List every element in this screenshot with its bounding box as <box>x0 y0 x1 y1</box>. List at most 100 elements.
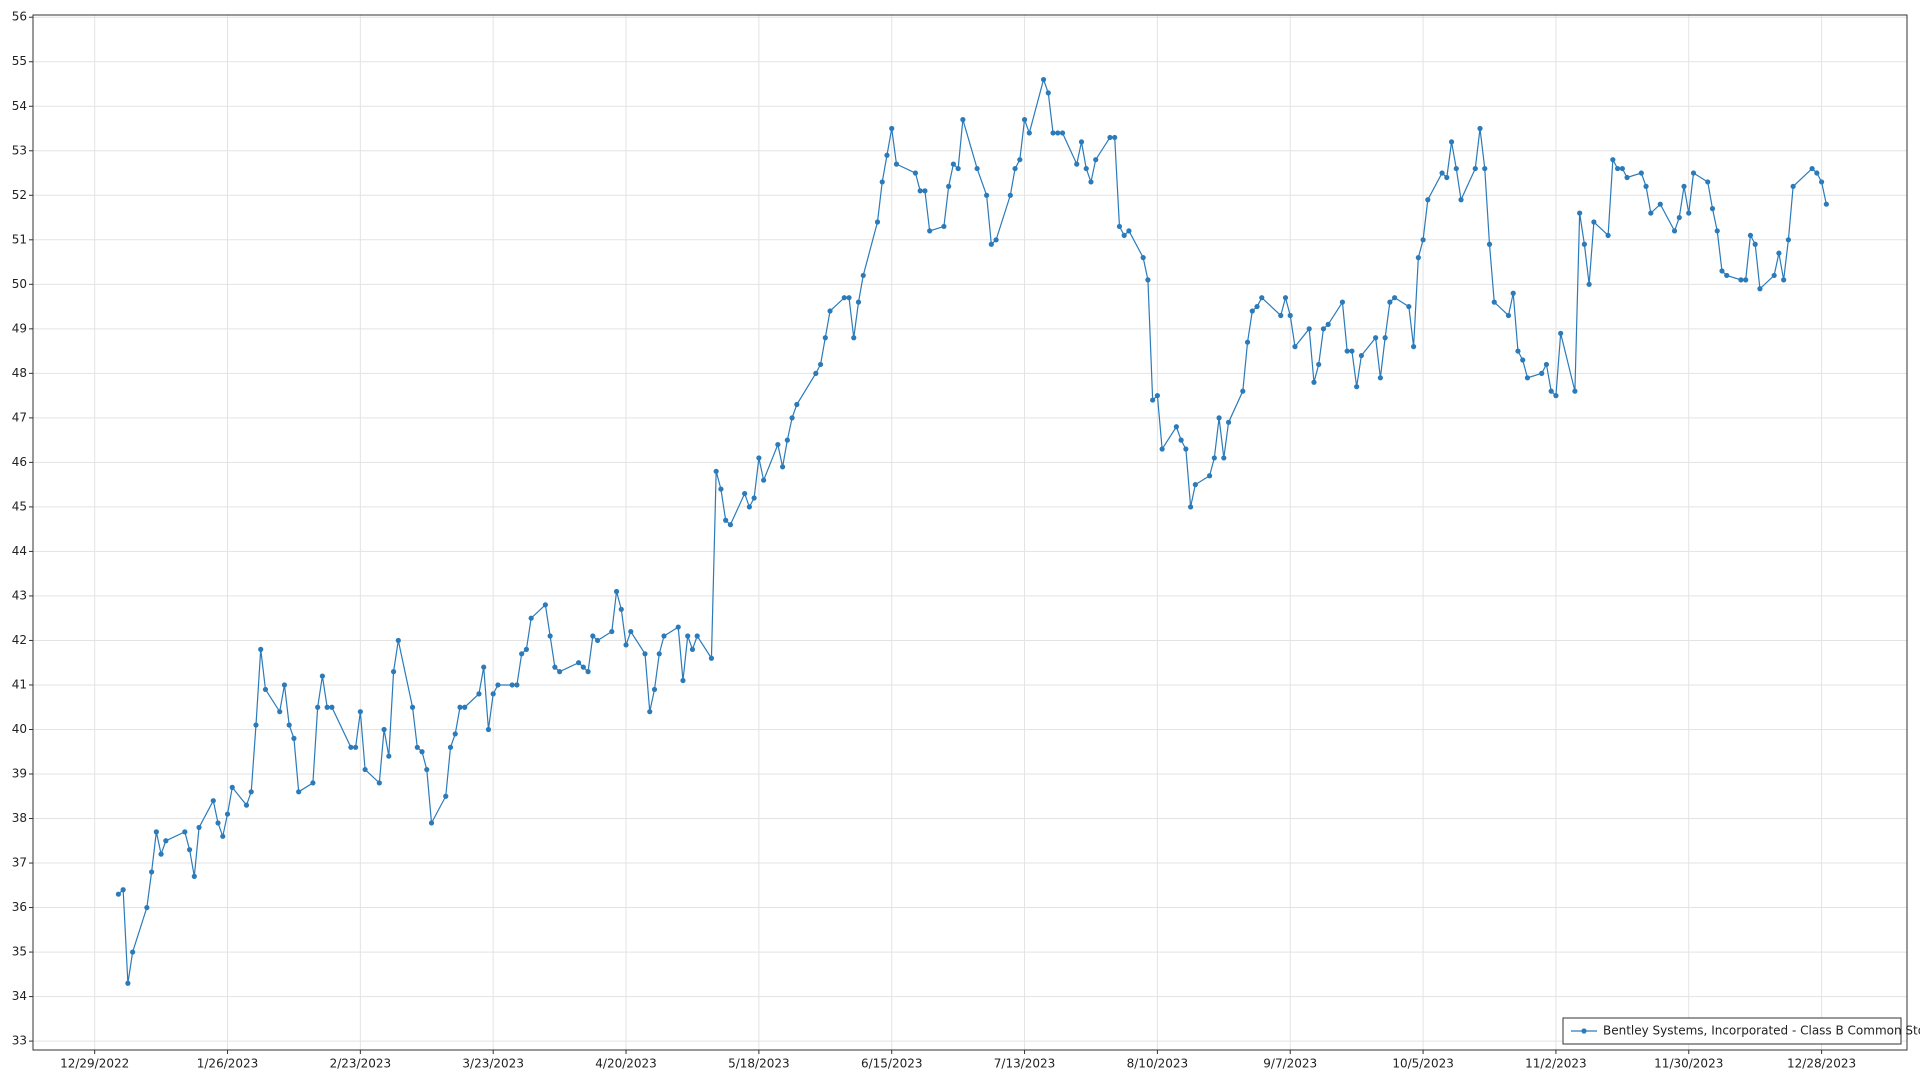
data-point <box>1743 277 1749 283</box>
data-point <box>1278 312 1284 319</box>
data-point <box>1676 214 1682 221</box>
data-point <box>884 152 890 158</box>
data-point <box>390 669 397 675</box>
data-point <box>675 624 681 630</box>
data-point <box>718 486 724 492</box>
data-point <box>1823 201 1829 207</box>
data-point <box>580 664 586 670</box>
data-point <box>485 726 492 733</box>
y-tick-label: 48 <box>12 366 27 380</box>
data-point <box>414 744 420 750</box>
data-point <box>144 904 150 911</box>
data-point <box>381 726 387 733</box>
data-point <box>917 188 923 194</box>
data-point <box>1306 326 1312 332</box>
data-point <box>115 891 121 897</box>
data-point <box>609 628 615 635</box>
data-point <box>286 722 292 728</box>
data-point <box>462 704 468 710</box>
data-point <box>642 651 648 657</box>
data-point <box>419 749 425 755</box>
data-point <box>817 361 824 368</box>
data-point <box>623 642 629 648</box>
x-tick-label: 3/23/2023 <box>462 1057 524 1071</box>
data-point <box>1686 210 1692 216</box>
data-point <box>1453 165 1459 172</box>
data-point <box>457 704 463 710</box>
data-point <box>215 820 221 826</box>
data-point <box>409 704 416 710</box>
y-tick-label: 45 <box>12 499 27 513</box>
data-point <box>1814 170 1820 176</box>
data-point <box>813 370 819 376</box>
y-tick-label: 34 <box>12 989 27 1003</box>
data-point <box>1648 210 1654 216</box>
data-point <box>514 682 520 688</box>
legend-box <box>1562 1017 1902 1045</box>
data-point <box>1548 388 1554 394</box>
data-point <box>1681 183 1687 189</box>
data-point <box>353 744 359 750</box>
data-point <box>694 633 700 639</box>
data-point <box>746 504 752 510</box>
x-tick-label: 6/15/2023 <box>861 1057 923 1071</box>
data-point <box>357 709 363 715</box>
data-point <box>575 660 582 666</box>
data-point <box>362 766 368 773</box>
data-point <box>1254 303 1260 310</box>
data-point <box>1373 335 1379 341</box>
data-point <box>210 798 216 804</box>
data-point <box>120 887 126 893</box>
data-point <box>1121 232 1127 238</box>
x-tick-label: 4/20/2023 <box>595 1057 657 1071</box>
data-point <box>1790 183 1796 189</box>
data-point <box>1112 134 1118 141</box>
data-point <box>1140 255 1146 261</box>
data-point <box>1458 197 1464 203</box>
y-tick-label: 35 <box>12 945 27 959</box>
data-point <box>1145 277 1151 283</box>
x-tick-label: 1/26/2023 <box>197 1057 259 1071</box>
data-point <box>443 793 449 799</box>
x-tick-label: 9/7/2023 <box>1263 1057 1317 1071</box>
data-point <box>224 811 231 817</box>
data-point <box>860 272 866 279</box>
x-tick-label: 11/30/2023 <box>1654 1057 1723 1071</box>
data-point <box>1477 125 1483 132</box>
data-point <box>1781 277 1787 283</box>
data-point <box>1619 165 1625 172</box>
data-point <box>1491 299 1497 305</box>
data-point <box>822 335 828 341</box>
data-point <box>495 682 501 688</box>
data-point <box>874 219 881 225</box>
data-point <box>1282 295 1289 301</box>
data-point <box>1771 272 1777 279</box>
data-point <box>756 455 762 461</box>
data-point <box>253 722 259 728</box>
data-point <box>182 829 188 835</box>
data-point <box>319 673 326 679</box>
data-point <box>1690 170 1697 176</box>
data-point <box>1719 268 1725 274</box>
data-point <box>1244 339 1251 345</box>
data-point <box>1088 179 1094 185</box>
legend-marker <box>1581 1028 1587 1034</box>
data-point <box>656 651 662 657</box>
data-point <box>1249 308 1255 314</box>
data-point <box>481 664 487 670</box>
data-point <box>1007 192 1013 198</box>
data-point <box>1392 295 1398 301</box>
data-point <box>1078 139 1085 145</box>
data-point <box>1292 344 1298 350</box>
data-point <box>1026 130 1032 136</box>
data-point <box>1705 179 1711 185</box>
data-point <box>1354 384 1360 390</box>
y-tick-label: 43 <box>12 588 27 602</box>
data-point <box>348 744 354 750</box>
data-point <box>761 477 767 483</box>
data-point <box>1325 321 1331 327</box>
data-point <box>1406 303 1412 310</box>
data-point <box>784 437 790 443</box>
data-point <box>1349 348 1355 354</box>
x-tick-label: 8/10/2023 <box>1127 1057 1189 1071</box>
